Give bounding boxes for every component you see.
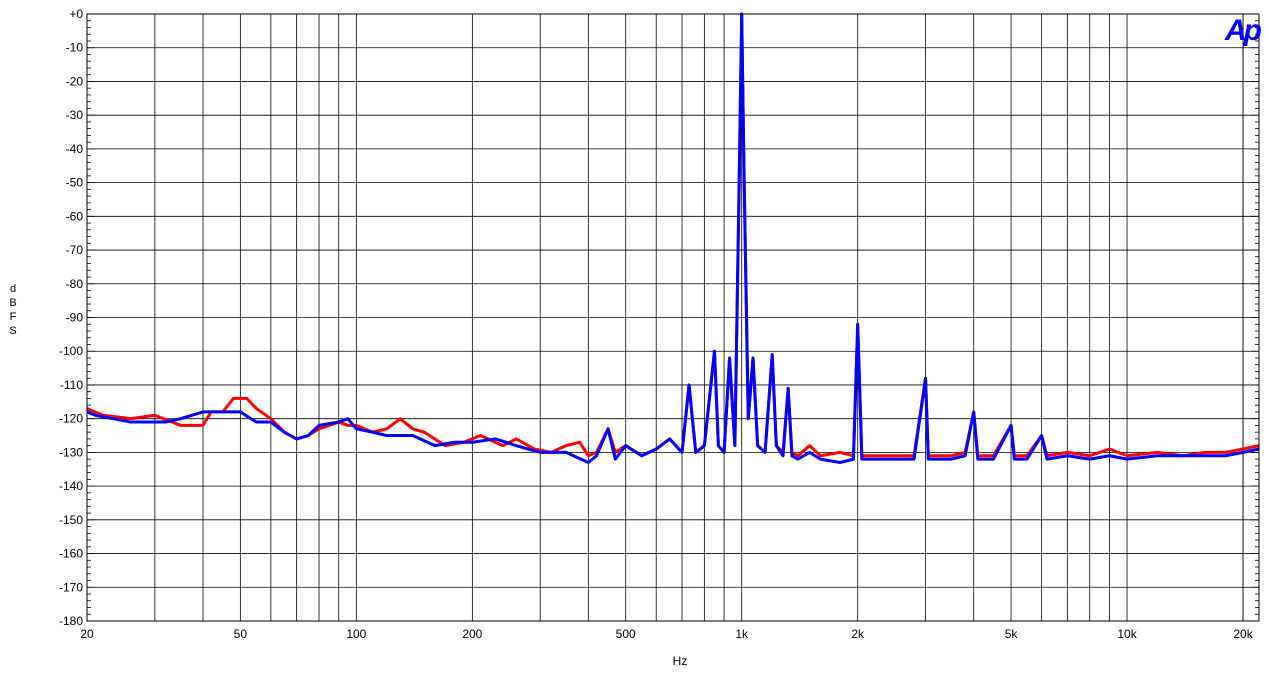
x-tick-labels: 20 50 100 200 500 1k 2k 5k 10k 20k: [80, 627, 1253, 641]
y-tick-label: -40: [66, 142, 84, 156]
x-tick-label: 10k: [1117, 627, 1137, 641]
x-tick-label: 5k: [1005, 627, 1019, 641]
x-axis-label: Hz: [672, 654, 688, 668]
y-tick-labels: +0 -10 -20 -30 -40 -50 -60 -70 -80 -90 -100 -110 -12…: [59, 7, 83, 628]
y-tick-label: -80: [66, 277, 84, 291]
series-line-1: [86, 12, 1260, 458]
y-tick-label: -180: [59, 614, 83, 628]
x-tick-label: 50: [234, 627, 248, 641]
x-tick-label: 500: [616, 627, 636, 641]
x-tick-label: 20k: [1233, 627, 1253, 641]
plot-frame: [86, 13, 1260, 622]
y-tick-label: -170: [59, 580, 83, 594]
y-tick-label: -110: [60, 378, 83, 392]
y-tick-label: -50: [66, 176, 84, 190]
y-tick-label: -130: [59, 445, 83, 459]
y-tick-label: -30: [66, 108, 84, 122]
y-axis-label: d B F S: [9, 283, 17, 337]
y-tick-label: -10: [66, 41, 84, 55]
y-tick-label: -160: [59, 547, 83, 561]
ap-logo: Ap: [1225, 14, 1262, 47]
grid-lines: [87, 13, 1259, 622]
y-tick-label: -20: [66, 74, 84, 88]
series-group: [86, 12, 1260, 465]
x-tick-label: 200: [462, 627, 482, 641]
series-line-2: [86, 12, 1260, 465]
y-tick-label: -140: [59, 479, 83, 493]
y-tick-label: -90: [66, 311, 84, 325]
y-tick-label: -120: [59, 412, 83, 426]
y-tick-label: -60: [66, 209, 84, 223]
x-tick-label: 20: [80, 627, 94, 641]
x-tick-label: 1k: [735, 627, 749, 641]
y-tick-label: -70: [66, 243, 84, 257]
y-tick-label: +0: [69, 7, 83, 21]
x-tick-label: 2k: [851, 627, 865, 641]
y-tick-label: -100: [59, 344, 83, 358]
y-tick-label: -150: [59, 513, 83, 527]
x-tick-label: 100: [346, 627, 366, 641]
